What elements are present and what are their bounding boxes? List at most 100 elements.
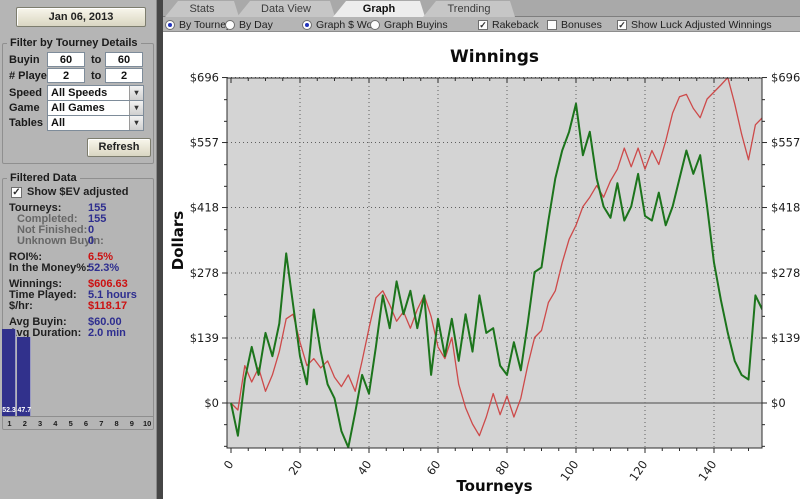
- histogram-x-tick: 7: [99, 419, 104, 428]
- svg-text:$557: $557: [771, 136, 800, 150]
- show-ev-adjusted-label: Show $EV adjusted: [27, 186, 129, 198]
- radio-by-tourney[interactable]: By Tourney: [165, 19, 231, 31]
- filtered-stats: Tourneys: 155 Completed: 155 Not Finished: 0 U…: [9, 203, 151, 339]
- stat-label: Tourneys:: [9, 202, 62, 214]
- speed-label: Speed: [9, 87, 43, 99]
- svg-text:$139: $139: [771, 331, 800, 345]
- svg-text:120: 120: [626, 458, 650, 484]
- stat-label: In the Money%:: [9, 262, 90, 274]
- svg-text:$418: $418: [771, 201, 800, 215]
- players-to-input[interactable]: [105, 68, 143, 83]
- tab-stats[interactable]: Stats: [165, 1, 239, 17]
- histogram-bar: [2, 329, 16, 416]
- checkbox-label: Bonuses: [561, 19, 602, 31]
- tab-graph[interactable]: Graph: [333, 1, 425, 17]
- stat-label: Time Played:: [9, 289, 77, 301]
- winnings-chart-area: $0 $0 $139 $139 $278 $278 $418 $418 $557 $557 $696…: [163, 32, 800, 499]
- game-dropdown[interactable]: All Games ▾: [47, 100, 144, 116]
- histogram-x-tick: 8: [114, 419, 119, 428]
- histogram-x-tick: 3: [38, 419, 43, 428]
- stat-row: $/hr: $118.17: [9, 300, 151, 312]
- stat-value: 2.0 min: [88, 327, 126, 339]
- checkbox-label: Show Luck Adjusted Winnings: [631, 19, 772, 31]
- players-from-input[interactable]: [47, 68, 85, 83]
- date-button[interactable]: Jan 06, 2013: [16, 7, 146, 27]
- svg-text:80: 80: [493, 458, 513, 478]
- histogram-bar-value: 47.7: [17, 407, 32, 414]
- svg-text:20: 20: [286, 458, 306, 478]
- refresh-button[interactable]: Refresh: [87, 138, 151, 157]
- checkbox-show-luck-adjusted-winnings[interactable]: Show Luck Adjusted Winnings: [617, 19, 772, 31]
- histogram-x-tick: 2: [22, 419, 27, 428]
- radio-icon: [165, 20, 175, 30]
- stat-label: ROI%:: [9, 251, 42, 263]
- checkbox-bonuses[interactable]: Bonuses: [547, 19, 602, 31]
- radio-icon: [370, 20, 380, 30]
- stat-row: Avg Duration: 2.0 min: [9, 327, 151, 339]
- filter-group: Filter by Tourney Details Buyin to # Pla…: [2, 37, 154, 164]
- stat-row: In the Money%: 52.3%: [9, 262, 151, 274]
- radio-graph-won[interactable]: Graph $ Won: [302, 19, 378, 31]
- svg-text:$557: $557: [190, 136, 219, 150]
- filtered-data-group: Filtered Data Show $EV adjusted Tourneys…: [2, 172, 154, 430]
- stat-label: Completed:: [17, 213, 78, 225]
- main-area: Stats Data View Graph Trending By Tourney By…: [163, 0, 800, 499]
- tab-bar: Stats Data View Graph Trending: [163, 0, 800, 17]
- tables-dropdown-value: All: [51, 117, 66, 129]
- histogram-baseline: [2, 416, 154, 417]
- buyin-label: Buyin: [9, 54, 40, 66]
- checkbox-check-icon: [11, 186, 22, 198]
- chevron-down-icon[interactable]: ▾: [129, 86, 143, 100]
- svg-text:60: 60: [424, 458, 444, 478]
- filter-group-title: Filter by Tourney Details: [7, 37, 141, 49]
- tables-label: Tables: [9, 117, 44, 129]
- stat-value: 6.5%: [88, 251, 114, 263]
- histogram-x-tick: 9: [129, 419, 134, 428]
- show-ev-adjusted-checkbox[interactable]: Show $EV adjusted: [11, 186, 128, 198]
- svg-text:$418: $418: [190, 201, 219, 215]
- checkbox-check-icon: [617, 20, 627, 30]
- filtered-data-title: Filtered Data: [7, 172, 80, 184]
- checkbox-rakeback[interactable]: Rakeback: [478, 19, 539, 31]
- speed-dropdown-value: All Speeds: [51, 87, 108, 99]
- tables-dropdown[interactable]: All ▾: [47, 115, 144, 131]
- stat-row: Tourneys: 155: [9, 202, 151, 214]
- radio-icon: [225, 20, 235, 30]
- panel-divider: [157, 0, 163, 499]
- speed-dropdown[interactable]: All Speeds ▾: [47, 85, 144, 101]
- buyin-from-input[interactable]: [47, 52, 85, 67]
- stat-row: ROI%: 6.5%: [9, 251, 151, 263]
- winnings-chart: $0 $0 $139 $139 $278 $278 $418 $418 $557 $557 $696…: [169, 47, 800, 495]
- radio-icon: [302, 20, 312, 30]
- chevron-down-icon[interactable]: ▾: [129, 101, 143, 115]
- chevron-down-icon[interactable]: ▾: [129, 116, 143, 130]
- histogram-x-tick: 1: [7, 419, 12, 428]
- stat-label: Winnings:: [9, 278, 63, 290]
- stat-value: 0: [88, 235, 95, 247]
- stat-value: $60.00: [88, 316, 122, 328]
- stat-value: 5.1 hours: [88, 289, 137, 301]
- buyin-to-input[interactable]: [105, 52, 143, 67]
- svg-text:$696: $696: [190, 71, 219, 85]
- svg-text:140: 140: [695, 458, 719, 484]
- stat-value: 155: [88, 202, 107, 214]
- svg-text:$139: $139: [190, 331, 219, 345]
- radio-label: By Day: [239, 19, 273, 31]
- finish-position-histogram: 52.3 1 47.7 2 3 4 5 6 7 8 9 10: [2, 325, 154, 429]
- tab-trending[interactable]: Trending: [423, 1, 515, 17]
- svg-text:$278: $278: [771, 266, 800, 280]
- stat-label: $/hr:: [9, 300, 33, 312]
- histogram-x-tick: 5: [68, 419, 73, 428]
- histogram-bar-value: 52.3: [2, 407, 16, 414]
- radio-graph-buyins[interactable]: Graph Buyins: [370, 19, 448, 31]
- game-dropdown-value: All Games: [51, 102, 105, 114]
- tab-data-view[interactable]: Data View: [237, 1, 335, 17]
- stat-value: $118.17: [88, 300, 128, 312]
- stat-value: 52.3%: [88, 262, 120, 274]
- histogram-x-tick: 6: [83, 419, 89, 428]
- radio-by-day[interactable]: By Day: [225, 19, 273, 31]
- game-label: Game: [9, 102, 40, 114]
- svg-text:0: 0: [221, 458, 237, 472]
- svg-text:$0: $0: [204, 396, 219, 410]
